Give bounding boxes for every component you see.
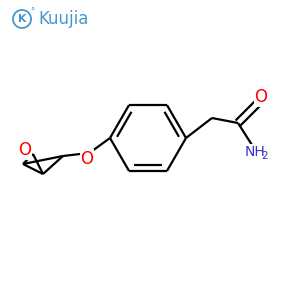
Text: 2: 2 xyxy=(262,151,268,161)
Text: O: O xyxy=(19,141,32,159)
Text: O: O xyxy=(254,88,268,106)
Text: O: O xyxy=(80,150,94,168)
Text: °: ° xyxy=(30,8,34,16)
Text: NH: NH xyxy=(244,145,266,159)
Text: K: K xyxy=(18,14,26,24)
Text: Kuujia: Kuujia xyxy=(39,10,89,28)
